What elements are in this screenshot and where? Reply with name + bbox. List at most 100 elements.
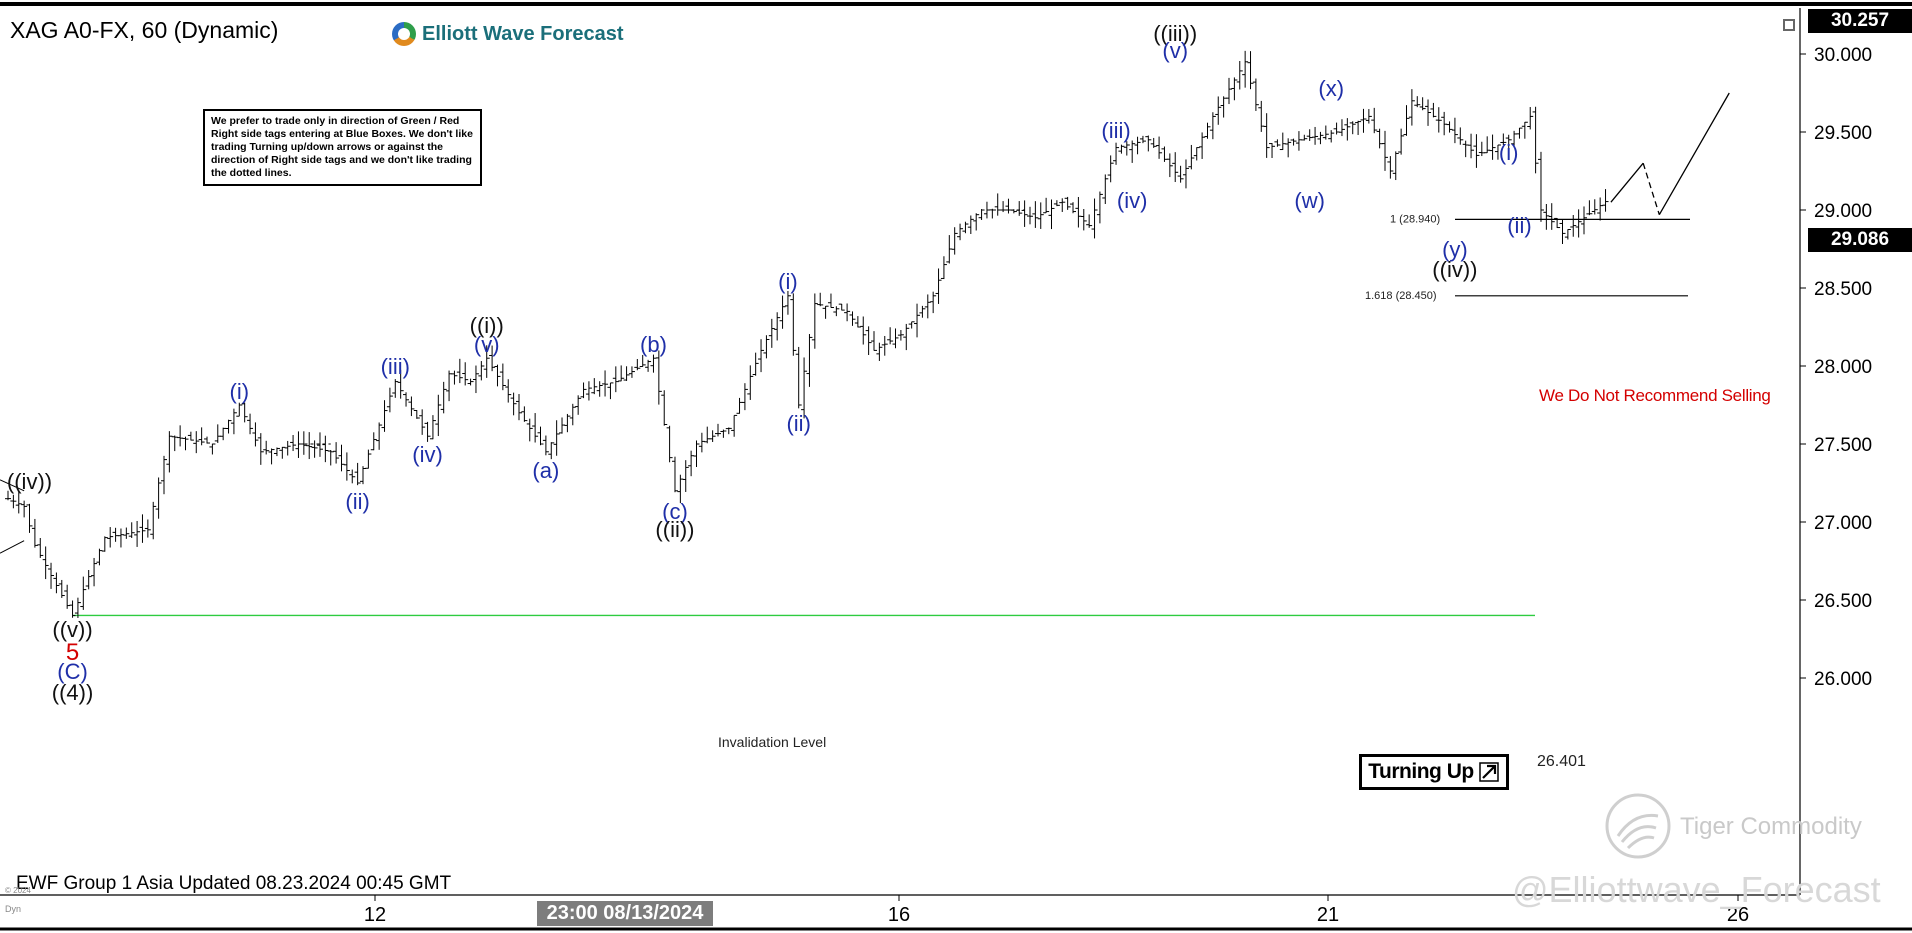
y-tick-label: 29.000 [1814, 201, 1872, 222]
ohlc-bar [327, 449, 334, 466]
ohlc-bar [1392, 151, 1399, 181]
no-sell-note: We Do Not Recommend Selling [1539, 386, 1771, 405]
ohlc-bar [935, 268, 942, 304]
price-box-high: 30.257 [1808, 9, 1912, 33]
ohlc-bar [1059, 198, 1066, 212]
ohlc-bar [182, 436, 189, 451]
ohlc-bar [128, 522, 135, 539]
ohlc-bar [365, 449, 372, 469]
ohlc-bar [1123, 141, 1130, 156]
trendline [0, 479, 25, 492]
ohlc-bar [204, 436, 211, 444]
ohlc-bar [376, 422, 383, 450]
wave-label: (iv) [1116, 188, 1148, 214]
ohlc-bar [634, 359, 641, 371]
ohlc-bar [693, 440, 700, 467]
ohlc-bar [166, 431, 173, 473]
ohlc-bar [1156, 136, 1163, 159]
ohlc-bar [112, 527, 119, 542]
ohlc-bar [1236, 61, 1243, 90]
wave-label: (y) [1442, 236, 1468, 262]
ohlc-bar [31, 518, 38, 548]
ohlc-bar [117, 528, 124, 548]
ohlc-bar [381, 400, 388, 432]
ohlc-bar [1263, 113, 1270, 158]
ohlc-bar [876, 342, 883, 361]
ohlc-bar [1371, 107, 1378, 134]
ohlc-bar [865, 326, 872, 355]
projection-wave-ii [1642, 163, 1660, 215]
ohlc-bar [1107, 155, 1114, 183]
ohlc-bar [671, 456, 678, 493]
ohlc-bar [26, 503, 33, 533]
ohlc-bar [817, 292, 824, 307]
ohlc-bar [1220, 96, 1227, 118]
ohlc-bar [542, 435, 549, 456]
ohlc-bar [440, 381, 447, 414]
ohlc-bar [1037, 202, 1044, 229]
ohlc-bar [1032, 201, 1039, 228]
ohlc-bar [741, 383, 748, 411]
ohlc-bar [1172, 152, 1179, 183]
arrow-up-right-icon [1478, 762, 1499, 782]
ohlc-bar [1457, 127, 1464, 145]
ohlc-bar [10, 494, 17, 509]
ohlc-bar [1451, 117, 1458, 144]
ohlc-bar [1080, 208, 1087, 231]
ohlc-bar [1215, 96, 1222, 125]
wave-label: (ii) [345, 489, 370, 515]
ohlc-bar [1537, 151, 1544, 222]
ohlc-bar [1139, 135, 1146, 144]
ohlc-bar [559, 417, 566, 434]
ohlc-bar [580, 382, 587, 399]
ohlc-bar [1161, 146, 1168, 162]
ohlc-bar [994, 193, 1001, 216]
ohlc-bar [295, 431, 302, 458]
ohlc-bar [15, 491, 22, 514]
ohlc-bar [139, 514, 146, 543]
y-tick-label: 27.500 [1814, 435, 1872, 456]
ohlc-bar [1279, 132, 1286, 151]
ohlc-bar [704, 426, 711, 444]
ohlc-bar [451, 370, 458, 385]
ohlc-bar [1199, 132, 1206, 159]
ohlc-bar [537, 426, 544, 446]
wave-label: (ii) [1507, 213, 1532, 239]
ohlc-bar [273, 447, 280, 457]
ohlc-bar [101, 536, 108, 552]
ohlc-bar [505, 379, 512, 403]
brand-logo: Elliott Wave Forecast [392, 22, 624, 46]
ohlc-bar [698, 432, 705, 453]
ohlc-bar [107, 527, 114, 548]
ohlc-bar [290, 435, 297, 452]
ohlc-bar [1193, 147, 1200, 161]
logo-text: Elliott Wave Forecast [422, 22, 624, 45]
ohlc-bar [74, 597, 81, 618]
ohlc-bar [1182, 159, 1189, 189]
ohlc-bar [871, 331, 877, 351]
ohlc-bar [354, 462, 361, 486]
y-tick-label: 28.500 [1814, 279, 1872, 300]
ohlc-bar [903, 323, 910, 351]
wave-label: (b) [640, 331, 667, 357]
ohlc-bar [435, 394, 442, 437]
ohlc-bar [666, 425, 673, 463]
ohlc-bar [978, 209, 985, 220]
ohlc-bar [489, 345, 496, 372]
ohlc-bar [515, 394, 522, 421]
restore-window-icon[interactable] [1783, 19, 1795, 31]
invalidation-label: Invalidation Level [718, 734, 827, 750]
ohlc-bar [612, 366, 619, 393]
ohlc-bar [623, 366, 630, 381]
watermark-handle: @Elliottwave_Forecast [1512, 869, 1881, 910]
ohlc-bar [618, 365, 625, 382]
ohlc-bar [1096, 191, 1103, 224]
ohlc-bar [661, 390, 668, 426]
ohlc-bar [1134, 136, 1141, 155]
y-tick-label: 26.000 [1814, 669, 1872, 690]
ohlc-bar [1226, 77, 1233, 105]
wave-label: ((v)) [52, 617, 93, 643]
ohlc-bar [150, 501, 157, 540]
ohlc-bar [639, 354, 646, 368]
ohlc-bar [58, 579, 65, 598]
